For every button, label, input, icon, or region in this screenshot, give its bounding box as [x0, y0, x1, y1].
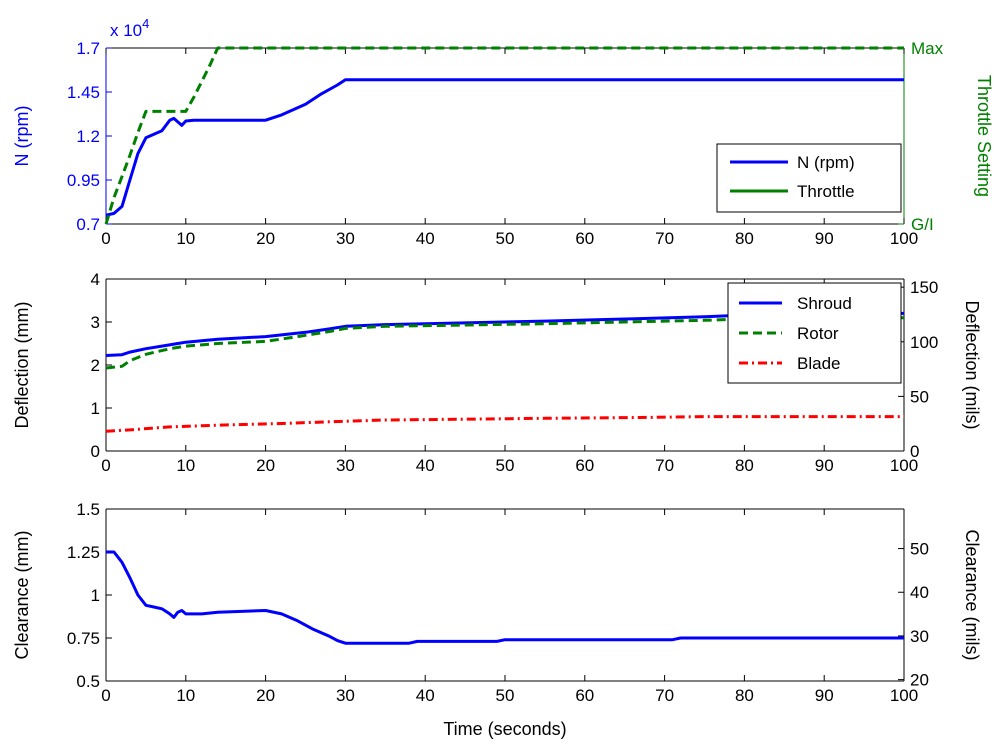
y-right-tick-label: 30 [910, 627, 929, 646]
y-tick-label: 0 [91, 442, 100, 461]
y-right-tick-label: 20 [910, 671, 929, 690]
y-axis-label: N (rpm) [12, 106, 32, 167]
x-tick-label: 20 [256, 686, 275, 705]
x-tick-label: 10 [176, 229, 195, 248]
y-tick-label: 3 [91, 313, 100, 332]
x-tick-label: 80 [735, 229, 754, 248]
y-exponent-label: x 104 [110, 16, 149, 40]
x-tick-label: 10 [176, 686, 195, 705]
x-tick-label: 60 [575, 229, 594, 248]
x-tick-label: 0 [101, 686, 110, 705]
legend: N (rpm) Throttle [716, 143, 902, 213]
x-tick-label: 40 [416, 686, 435, 705]
y-axis-right-label: Clearance (mils) [962, 529, 982, 660]
y-right-tick-label: Max [911, 39, 944, 58]
x-tick-label: 20 [256, 229, 275, 248]
deflection-panel: 0 10 20 30 40 50 60 70 80 90 10001234050100150Defl… [12, 270, 982, 475]
y-right-tick-label: 150 [910, 278, 938, 297]
series-line-n-rpm [105, 78, 904, 217]
legend-label: Throttle [797, 182, 855, 201]
x-tick-label: 40 [416, 456, 435, 475]
y-tick-label: 0.5 [76, 672, 100, 691]
y-tick-label: 0.7 [76, 215, 100, 234]
x-tick-label: 40 [416, 229, 435, 248]
x-tick-label: 10 [176, 456, 195, 475]
x-tick-label: 60 [575, 686, 594, 705]
x-tick-label: 70 [655, 456, 674, 475]
y-right-tick-label: 100 [910, 333, 938, 352]
x-tick-label: 80 [735, 456, 754, 475]
y-right-tick-label: 50 [910, 540, 929, 559]
x-tick-label: 100 [890, 456, 918, 475]
series-line-clearance [106, 550, 904, 645]
x-tick-label: 60 [575, 456, 594, 475]
y-right-tick-label: G/I [911, 215, 934, 234]
series-line-rotor [105, 316, 905, 370]
y-tick-label: 1.45 [67, 83, 100, 102]
y-exponent-power: 4 [142, 16, 149, 31]
legend-label: Blade [797, 354, 840, 373]
x-tick-label: 30 [336, 456, 355, 475]
x-tick-label: 90 [815, 456, 834, 475]
y-exponent-base: x 10 [110, 21, 142, 40]
y-right-tick-label: 0 [910, 442, 919, 461]
y-axis-right-label: Throttle Setting [974, 75, 994, 197]
x-tick-label: 90 [815, 229, 834, 248]
legend-label: Shroud [797, 294, 852, 313]
y-right-tick-label: 50 [910, 387, 929, 406]
x-tick-label: 30 [336, 229, 355, 248]
x-tick-label: 30 [336, 686, 355, 705]
y-axis-label: Deflection (mm) [12, 301, 32, 428]
legend-label: N (rpm) [797, 153, 855, 172]
clearance-panel: 0 10 20 30 40 50 60 70 80 90 100 0.5 0.75 1 1.25 1.5 20 3… [12, 500, 982, 705]
x-axis-label: Time (seconds) [443, 719, 566, 739]
y-right-tick-label: 40 [910, 583, 929, 602]
y-tick-label: 1.2 [76, 127, 100, 146]
x-tick-label: 100 [890, 229, 918, 248]
x-tick-label: 70 [655, 229, 674, 248]
x-tick-label: 50 [496, 686, 515, 705]
y-tick-label: 0.95 [67, 171, 100, 190]
y-tick-label: 1.7 [76, 39, 100, 58]
x-tick-label: 0 [101, 456, 110, 475]
y-tick-label: 1 [91, 399, 100, 418]
x-tick-label: 70 [655, 686, 674, 705]
y-axis-right-label: Deflection (mils) [962, 300, 982, 429]
y-axis-label: Clearance (mm) [12, 530, 32, 659]
series-line-blade [105, 415, 904, 433]
y-tick-label: 2 [91, 356, 100, 375]
x-tick-label: 20 [256, 456, 275, 475]
x-tick-label: 90 [815, 686, 834, 705]
x-tick-label: 0 [101, 229, 110, 248]
legend-label: Rotor [797, 324, 839, 343]
rpm-throttle-panel: 0 10 20 30 40 50 60 70 80 90 100 0.7 0.95 1.2 1.45 1.7 G… [12, 16, 994, 248]
series-line-shroud [105, 311, 905, 357]
legend: Shroud Rotor Blade [727, 282, 902, 384]
legend-box [716, 143, 902, 213]
y-tick-label: 0.75 [67, 629, 100, 648]
x-tick-label: 50 [496, 456, 515, 475]
y-tick-label: 1.5 [76, 500, 100, 519]
x-tick-label: 100 [890, 686, 918, 705]
x-tick-label: 50 [496, 229, 515, 248]
y-tick-label: 1.25 [67, 543, 100, 562]
y-tick-label: 4 [91, 270, 100, 289]
y-tick-label: 1 [91, 586, 100, 605]
x-tick-label: 80 [735, 686, 754, 705]
